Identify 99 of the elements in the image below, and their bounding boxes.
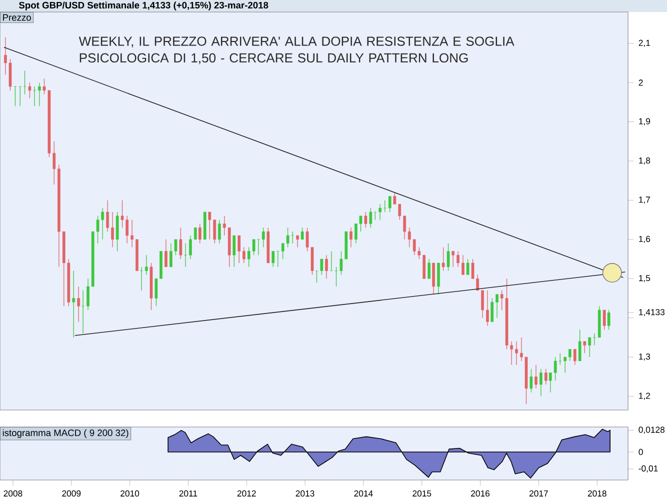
candlestick	[602, 310, 606, 330]
candlestick	[106, 200, 109, 232]
candlestick	[184, 243, 187, 268]
candlestick	[490, 298, 494, 322]
y-tick-label: 2	[638, 80, 643, 86]
candlestick	[242, 246, 246, 264]
x-tick-label: 2008	[4, 490, 22, 497]
y-tick-label: 1,5	[639, 275, 650, 282]
candlestick	[28, 82, 32, 99]
candlestick	[573, 348, 576, 366]
candlestick	[130, 219, 134, 248]
candlestick	[486, 290, 489, 326]
y-tick-label: 0,0128	[638, 426, 665, 434]
candlestick	[350, 227, 352, 248]
candlestick	[140, 266, 143, 291]
candlestick	[325, 254, 328, 279]
x-tick-label: 2018	[588, 490, 606, 497]
y-tick-label: 1,2	[639, 392, 650, 400]
y-tick-label: 0	[638, 448, 643, 456]
y-tick-label: -0,01	[638, 465, 658, 473]
candlestick	[442, 246, 445, 272]
y-tick-label: 1,9	[639, 118, 650, 126]
candlestick	[179, 227, 182, 260]
candlestick	[437, 262, 440, 295]
y-tick-label: 1,4133	[639, 309, 665, 316]
candlestick	[558, 352, 562, 366]
y-tick-label: 2,1	[638, 40, 650, 47]
x-tick-label: 2011	[179, 490, 198, 497]
annotation: Prezzo	[3, 14, 31, 21]
candlestick	[218, 219, 221, 244]
candlestick	[588, 337, 592, 358]
candlestick	[515, 341, 518, 366]
x-tick-label: 2009	[62, 490, 81, 497]
candlestick	[116, 212, 119, 252]
x-tick-label: 2015	[412, 490, 432, 497]
candlestick	[432, 262, 435, 295]
candlestick	[369, 208, 372, 228]
candlestick	[291, 231, 294, 244]
candlestick	[300, 227, 304, 240]
candlestick	[388, 196, 392, 212]
candlestick	[568, 348, 572, 362]
candlestick	[383, 200, 386, 212]
candlestick	[456, 250, 460, 268]
candlestick	[496, 294, 498, 318]
chart-title: istogramma MACD ( 9 200 32)	[2, 429, 128, 438]
candlestick	[320, 258, 324, 276]
candlestick	[466, 258, 470, 276]
candlestick	[14, 86, 17, 106]
candlestick	[189, 235, 192, 260]
candlestick	[315, 270, 318, 283]
candlestick	[607, 310, 610, 330]
y-tick-label: 1,7	[639, 196, 650, 204]
candlestick	[198, 223, 202, 244]
candlestick	[82, 290, 84, 334]
candlestick	[592, 333, 596, 346]
candlestick	[564, 356, 567, 374]
candlestick	[262, 227, 265, 248]
candlestick	[428, 258, 430, 279]
candlestick	[530, 368, 533, 393]
candlestick	[481, 290, 484, 318]
candlestick	[33, 86, 36, 106]
annotation: WEEKLY, IL PREZZO ARRIVERA' ALLA DOPIA RESISTENZA E SOGLIA PSICOLOGICA DI 1,50 - CERCARE SUL DAILY PATTERN LONG	[78, 36, 514, 64]
x-tick-label: 2013	[296, 490, 314, 497]
x-tick-label: 2010	[120, 490, 140, 497]
x-tick-label: 2016	[471, 490, 490, 497]
candlestick	[238, 235, 241, 264]
candlestick	[145, 254, 148, 276]
candlestick	[578, 329, 582, 362]
candlestick	[111, 212, 114, 248]
candlestick	[540, 368, 542, 397]
candlestick	[334, 266, 338, 287]
candlestick	[446, 243, 450, 272]
candlestick	[403, 216, 406, 240]
candlestick	[38, 82, 41, 106]
candlestick	[23, 70, 26, 95]
candlestick	[364, 212, 368, 228]
x-tick-label: 2014	[354, 490, 373, 497]
candlestick	[164, 239, 168, 268]
candlestick	[232, 235, 236, 268]
y-tick-label: 1,3	[639, 353, 650, 361]
x-tick-label: 2012	[237, 490, 256, 497]
candlestick	[272, 250, 275, 268]
y-tick-label: 1,6	[639, 236, 650, 244]
x-tick-label: 2017	[530, 490, 548, 497]
candlestick	[296, 235, 299, 248]
candlestick	[194, 227, 197, 240]
candlestick	[77, 286, 80, 322]
candlestick	[534, 364, 538, 389]
candlestick	[330, 250, 333, 272]
candlestick	[18, 86, 22, 106]
chart-title: Spot GBP/USD Settimanale 1,4133 (+0,15%) 23-mar-2018	[18, 2, 268, 10]
candlestick	[452, 250, 454, 268]
candlestick	[544, 368, 548, 385]
candlestick	[462, 254, 464, 276]
candlestick	[583, 341, 586, 354]
candlestick	[72, 270, 76, 338]
y-tick-label: 1,8	[639, 157, 650, 165]
candlestick	[378, 204, 382, 220]
candlestick	[276, 250, 280, 268]
